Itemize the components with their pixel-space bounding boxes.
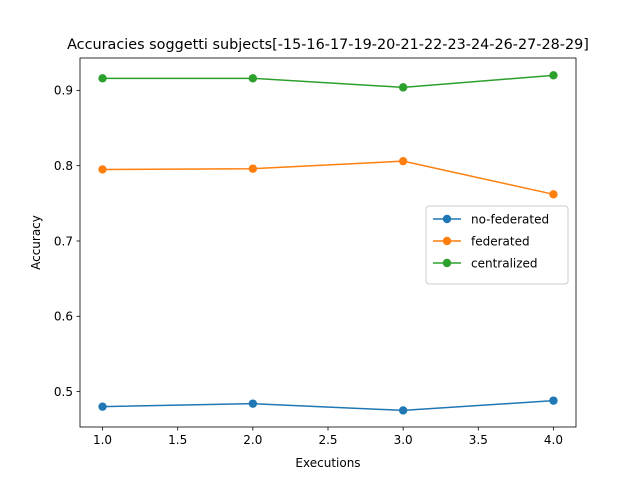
x-axis-ticks: 1.0 1.5 2.0 2.5 3.0 3.5 4.0 xyxy=(93,427,563,447)
legend-marker-federated xyxy=(442,236,452,246)
data-point-federated xyxy=(398,156,408,166)
data-point-centralized xyxy=(398,83,408,92)
y-tick-label: 0.8 xyxy=(54,159,73,173)
series-line-no-federated xyxy=(102,399,554,412)
x-tick-label: 3.0 xyxy=(394,433,413,447)
x-tick-label: 4.0 xyxy=(544,433,563,447)
y-tick-label: 0.5 xyxy=(54,385,73,399)
series-layer xyxy=(98,71,558,415)
x-axis-label: Executions xyxy=(295,456,360,470)
y-axis-label: Accuracy xyxy=(29,215,43,270)
legend-box xyxy=(425,205,569,285)
data-point-federated xyxy=(549,190,558,199)
data-point-federated xyxy=(248,164,258,173)
x-tick-label: 1.0 xyxy=(93,433,112,447)
y-tick-label: 0.7 xyxy=(54,234,73,248)
legend-marker-no-federated xyxy=(442,214,452,224)
data-point-centralized xyxy=(98,74,107,83)
series-line-centralized xyxy=(102,74,554,89)
series-line-federated xyxy=(102,160,554,196)
data-point-no-federated xyxy=(549,396,558,405)
legend-marker-centralized xyxy=(442,258,452,268)
data-point-federated xyxy=(98,165,107,174)
legend-label-centralized: centralized xyxy=(471,256,538,270)
y-tick-label: 0.9 xyxy=(54,84,73,98)
data-point-centralized xyxy=(248,74,258,83)
x-tick-label: 2.0 xyxy=(243,433,262,447)
x-tick-label: 3.5 xyxy=(469,433,488,447)
legend-label-no-federated: no-federated xyxy=(471,212,549,226)
chart-title: Accuracies soggetti subjects[-15-16-17-1… xyxy=(67,37,589,53)
data-point-centralized xyxy=(549,71,558,80)
y-tick-label: 0.6 xyxy=(54,310,73,324)
data-point-no-federated xyxy=(98,402,107,411)
plot-frame xyxy=(79,57,577,428)
x-tick-label: 2.5 xyxy=(318,433,337,447)
data-point-no-federated xyxy=(398,406,408,415)
y-axis-ticks: 0.5 0.6 0.7 0.8 0.9 xyxy=(54,84,80,399)
legend: no-federated federated centralized xyxy=(425,205,569,285)
x-tick-label: 1.5 xyxy=(168,433,187,447)
data-point-no-federated xyxy=(248,399,258,408)
legend-label-federated: federated xyxy=(471,234,530,248)
